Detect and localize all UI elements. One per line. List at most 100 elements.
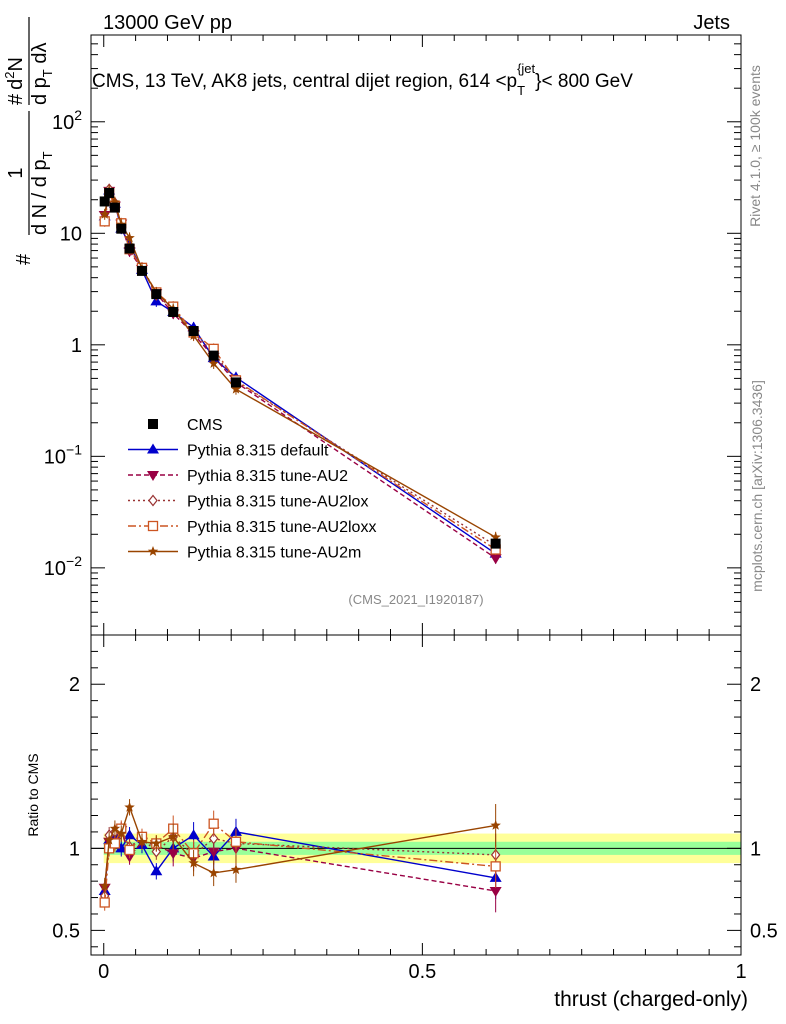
ratio-point (230, 836, 242, 847)
ratio-frame (90, 634, 742, 956)
svg-text:1: 1 (5, 167, 27, 178)
ratio-point (208, 832, 219, 845)
series-line (104, 186, 497, 547)
legend-label: Pythia 8.315 tune-AU2loxx (187, 519, 376, 536)
ratio-point (167, 849, 180, 860)
legend-marker (147, 546, 159, 556)
y-tick-label: 10 (60, 223, 82, 245)
data-point (188, 326, 199, 337)
data-point (99, 196, 110, 207)
y-tick-label: 10−1 (44, 441, 82, 468)
legend-entry: Pythia 8.315 tune-AU2loxx (128, 519, 376, 536)
ratio-point (136, 836, 148, 847)
ratio-y-tick-label: 0.5 (52, 920, 80, 942)
ratio-point (109, 823, 121, 834)
data-point (489, 554, 502, 565)
data-point (490, 531, 501, 542)
header-left: 13000 GeV pp (103, 12, 232, 34)
header-right: Jets (693, 12, 730, 34)
data-point (168, 306, 179, 317)
legend-marker (148, 419, 158, 429)
main-panel: 10−2 10−1 1 10 102 (44, 34, 742, 636)
data-point (124, 243, 135, 254)
ratio-point (116, 828, 127, 838)
data-point (490, 538, 501, 549)
data-point (109, 196, 121, 207)
y-tick-label: 102 (52, 107, 82, 134)
data-point (208, 358, 219, 368)
y-axis-label: # 1 d N / d pT #d2N d pT dλ (2, 17, 55, 265)
data-point (136, 265, 147, 276)
analysis-annotation: (CMS_2021_I1920187) (348, 592, 483, 607)
y-tick-label: 1 (71, 335, 82, 357)
svg-text:d N / d pT: d N / d pT (29, 151, 55, 235)
data-point (151, 289, 162, 300)
data-point (104, 187, 115, 198)
legend-entry: CMS (148, 417, 223, 434)
ratio-point (207, 847, 220, 858)
x-tick-label: 0.5 (408, 961, 436, 983)
data-point (124, 232, 135, 243)
ratio-panel: 0 0.5 10.5 0.51 12 2 (52, 634, 778, 983)
chart-title: CMS, 13 TeV, AK8 jets, central dijet reg… (92, 61, 633, 98)
legend-label: Pythia 8.315 tune-AU2m (187, 545, 361, 562)
legend-marker (147, 471, 159, 481)
ratio-point (109, 838, 121, 849)
ratio-point (208, 818, 219, 829)
ratio-y-tick-label: 1 (69, 838, 80, 860)
rivet-version-text: Rivet 4.1.0, ≥ 100k events (747, 65, 763, 227)
ratio-point (124, 801, 135, 812)
ratio-point (99, 880, 110, 891)
legend-entry: Pythia 8.315 tune-AU2 (128, 468, 348, 485)
ratio-point (99, 897, 110, 908)
ratio-point (124, 844, 135, 856)
ratio-y-tick-label: 2 (69, 674, 80, 696)
legend-entry: Pythia 8.315 default (128, 443, 329, 460)
ratio-point (490, 819, 501, 830)
legend: CMS Pythia 8.315 default Pythia 8.315 tune… (128, 417, 376, 562)
ratio-point (150, 865, 163, 876)
ratio-y-axis-label: Ratio to CMS (25, 753, 41, 836)
series-line (104, 188, 497, 538)
y-tick-label: 10−2 (44, 553, 82, 580)
ratio-y-tick-label-right: 0.5 (750, 920, 778, 942)
ratio-point (188, 857, 199, 868)
legend-label: Pythia 8.315 default (187, 443, 329, 460)
legend-marker (147, 520, 159, 532)
data-point (230, 383, 242, 394)
data-point (208, 350, 219, 361)
x-tick-label: 1 (735, 961, 746, 983)
legend-label: Pythia 8.315 tune-AU2 (187, 468, 348, 485)
ratio-point (115, 842, 128, 853)
ratio-point (187, 829, 200, 840)
data-point (116, 223, 127, 234)
ratio-point (123, 829, 136, 840)
x-axis-label: thrust (charged-only) (554, 988, 748, 1011)
ratio-point (168, 831, 179, 842)
svg-text:#d2N: #d2N (2, 57, 27, 105)
data-point (109, 202, 120, 213)
svg-text:d pT dλ: d pT dλ (29, 43, 55, 105)
legend-label: CMS (187, 417, 223, 434)
ratio-point (151, 837, 162, 848)
svg-text:#: # (13, 253, 35, 265)
mcplots-credit-text: mcplots.cern.ch [arXiv:1306.3436] (749, 380, 765, 592)
data-point (99, 208, 110, 219)
ratio-point (103, 834, 115, 845)
legend-marker (147, 443, 159, 454)
legend-marker (148, 494, 158, 507)
ratio-point (489, 887, 502, 897)
ratio-y-tick-label-right: 2 (750, 674, 761, 696)
legend-entry: Pythia 8.315 tune-AU2m (128, 545, 361, 562)
ratio-series-pythia-8-315-tune-au2m (99, 799, 501, 895)
x-tick-label: 0 (98, 961, 109, 983)
ratio-point (490, 861, 501, 872)
ratio-y-tick-label-right: 1 (750, 838, 761, 860)
legend-label: Pythia 8.315 tune-AU2lox (187, 494, 368, 511)
data-point (230, 377, 241, 388)
ratio-point (208, 867, 219, 878)
ratio-point (230, 864, 242, 875)
series-pythia-8-315-tune-au2m (99, 185, 501, 543)
legend-entry: Pythia 8.315 tune-AU2lox (128, 494, 368, 511)
